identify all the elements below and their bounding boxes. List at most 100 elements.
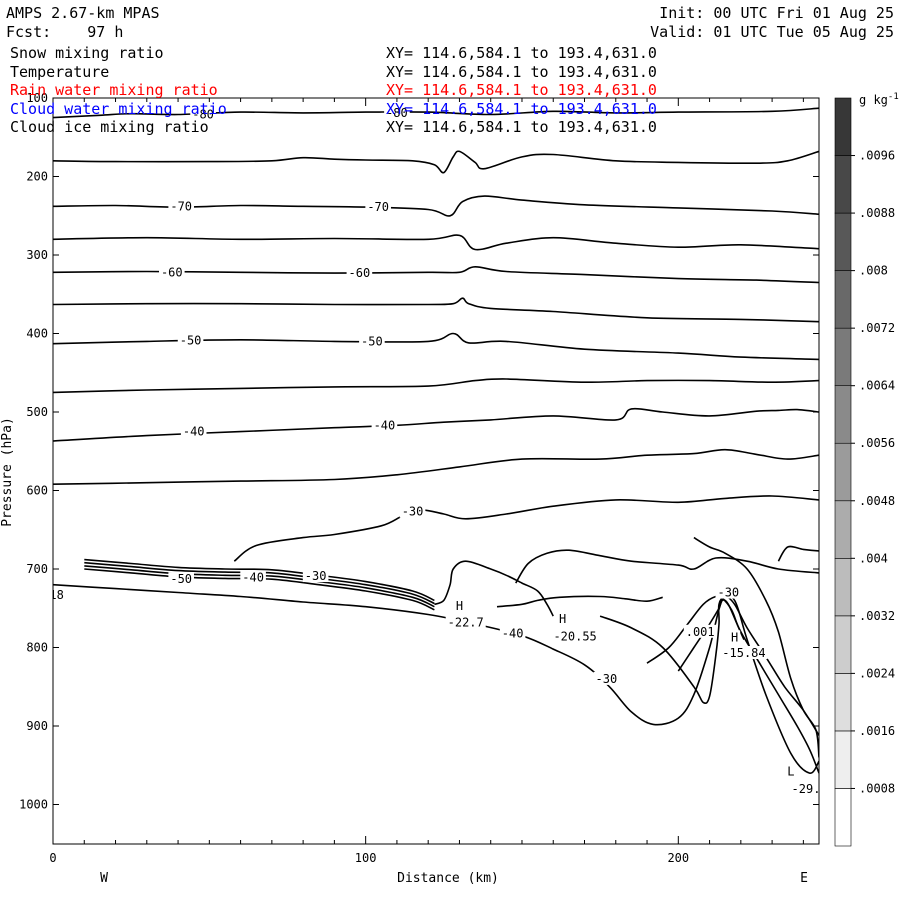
contour-label-layer: -80 -80 -70 -70 -60 -60 -50 -50 -40 -40 -30 -50 -40 -… [53,105,828,796]
temperature-contour [53,332,819,361]
temperature-contour [53,378,819,394]
field-xy-range: XY= 114.6,584.1 to 193.4,631.0 [386,44,657,62]
contour-label: -30 [596,672,618,686]
contour-label-bg [785,764,797,778]
contour-label: -30 [402,505,424,519]
packed-contour [84,565,435,608]
contour-label: -60 [161,265,183,279]
colorbar-swatch [834,385,852,444]
contour-label-bg [346,266,373,280]
colorbar-units-exponent: -1 [888,92,899,102]
forecast-hour: Fcst: 97 h [6,23,124,41]
contour-label-bg [359,334,385,348]
colorbar-tick-label: .0008 [859,781,895,795]
colorbar-tick-label: .004 [859,551,888,565]
low-level-contour [434,560,554,617]
x-end-label-west: W [100,871,108,886]
y-tick-label: 100 [26,91,48,105]
colorbar-tick-label: .0096 [859,149,895,163]
colorbar-swatch [834,270,852,329]
contour-label-bg [302,569,329,583]
contour-label: -70 [367,200,389,214]
contour-label-bg [715,585,742,599]
colorbar-swatch [834,788,852,847]
contour-label: -50 [170,572,192,586]
y-tick-label: 200 [26,170,48,184]
contour-label: -29.4 [792,782,828,796]
temperature-contour [53,448,819,485]
contour-label: -40 [374,418,396,432]
x-tick-label: 100 [355,851,377,865]
low-level-contour [777,545,819,562]
colorbar-units: g kg-1 [859,92,899,107]
temperature-contour [53,150,819,174]
contour-label: -40 [183,425,205,439]
contour-label-bg [190,107,216,121]
temperature-contour [53,195,819,217]
contour-label: -50 [361,334,383,348]
contour-label: -70 [170,199,192,213]
colorbar-swatch [834,730,852,789]
init-time: Init: 00 UTC Fri 01 Aug 25 [659,4,894,22]
contour-label-bg [365,200,391,214]
y-tick-label: 600 [26,484,48,498]
colorbar-tick-label: .0016 [859,724,895,738]
contour-label-bg [384,105,410,119]
contour-label-bg [168,199,194,213]
temperature-contour [53,407,819,442]
contour-label-bg [371,418,398,432]
y-axis: 100 200 300 400 500 600 700 800 900 1000 [19,91,819,812]
colorbar: .0008 .0016 .0024 .0032 .004 .0048 .0056 .0064.… [834,97,895,847]
field-name: Temperature [10,62,110,81]
contour-label-bg [593,671,620,685]
field-xy-range: XY= 114.6,584.1 to 193.4,631.0 [386,62,657,81]
low-level-contour [599,595,819,736]
field-name: Cloud water mixing ratio [10,99,227,118]
contour-label: -22.7 [448,615,484,629]
colorbar-units-base: g kg [859,93,888,107]
colorbar-swatch [834,673,852,732]
contour-label-bg [53,587,66,601]
contour-label: -30 [717,586,739,600]
temperature-contour [233,495,819,562]
field-name: Cloud ice mixing ratio [10,118,209,136]
contour-label: -30 [305,569,327,583]
x-tick-label: 0 [49,851,56,865]
colorbar-tick-label: .0056 [859,436,895,450]
contour-label: -60 [349,266,371,280]
colorbar-swatch [834,155,852,214]
field-xy-range: XY= 114.6,584.1 to 193.4,631.0 [386,81,657,99]
y-axis-label: Pressure (hPa) [0,417,15,527]
contour-label: -20.55 [553,630,596,644]
x-tick-label: 200 [667,851,689,865]
y-tick-label: 300 [26,248,48,262]
y-tick-label: 800 [26,641,48,655]
contour-label: -80 [192,107,214,121]
colorbar-swatch [834,327,852,386]
field-name: Rain water mixing ratio [10,81,218,99]
contour-label-bg [168,572,194,586]
y-tick-label: 400 [26,327,48,341]
packed-contour [84,561,435,605]
colorbar-tick-label: .0048 [859,494,895,508]
model-title: AMPS 2.67-km MPAS [6,4,160,22]
colorbar-swatch [834,97,852,156]
contour-label-bg [180,424,207,438]
packed-contour [84,558,435,602]
contour-label-bg [445,615,486,629]
contour-label-bg [453,598,466,612]
contour-label-bg [177,333,204,347]
field-xy-range: XY= 114.6,584.1 to 193.4,631.0 [386,118,657,136]
colorbar-swatch [834,442,852,502]
contour-label: -40 [502,626,524,640]
contour-label: H [559,612,566,626]
contour-label: .001 [686,625,715,639]
low-level-contour [515,549,819,584]
temperature-contour [53,234,819,251]
plot-area [53,98,819,844]
colorbar-swatch [834,558,852,617]
temperature-contour [53,297,819,323]
contour-label-bg [720,645,768,659]
contour-label-bg [551,629,599,643]
colorbar-swatch [834,500,852,559]
